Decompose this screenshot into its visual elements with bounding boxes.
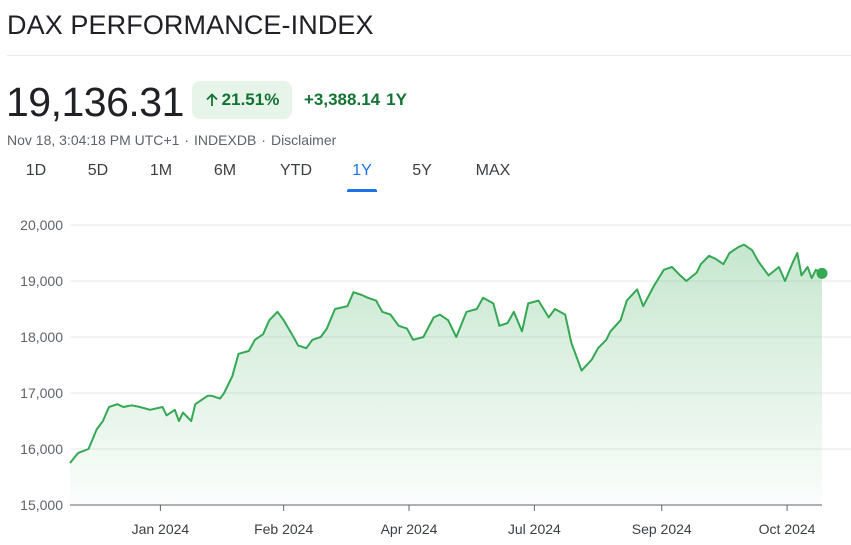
- x-tick-label: Feb 2024: [254, 521, 313, 537]
- change-summary: +3,388.14 1Y: [304, 90, 407, 110]
- x-axis: Jan 2024 Feb 2024 Apr 2024 Jul 2024 Sep 2024…: [70, 504, 822, 537]
- y-tick-label: 19,000: [20, 273, 63, 289]
- y-tick-label: 15,000: [20, 497, 63, 513]
- range-tabs: 1D 5D 1M 6M YTD 1Y 5Y MAX: [0, 162, 600, 192]
- quote-meta: Nov 18, 3:04:18 PM UTC+1 · INDEXDB · Disclai…: [7, 132, 336, 148]
- tab-1d[interactable]: 1D: [25, 162, 47, 179]
- meta-separator: ·: [261, 132, 266, 148]
- tab-6m[interactable]: 6M: [213, 162, 237, 179]
- tab-1y[interactable]: 1Y: [347, 162, 377, 192]
- tab-5d[interactable]: 5D: [87, 162, 109, 179]
- change-period: 1Y: [386, 90, 407, 109]
- change-percent-badge: 21.51%: [192, 81, 292, 119]
- y-tick-label: 16,000: [20, 441, 63, 457]
- y-tick-label: 18,000: [20, 329, 63, 345]
- y-axis: 15,000 16,000 17,000 18,000 19,000 20,000: [20, 217, 63, 513]
- price-area: [70, 244, 822, 505]
- quote-source: INDEXDB: [194, 132, 257, 148]
- change-value: +3,388.14: [304, 90, 381, 109]
- quote-timestamp: Nov 18, 3:04:18 PM UTC+1: [7, 132, 180, 148]
- meta-separator: ·: [184, 132, 190, 148]
- x-tick-label: Sep 2024: [632, 521, 692, 537]
- disclaimer-link[interactable]: Disclaimer: [270, 132, 337, 148]
- tab-ytd[interactable]: YTD: [280, 162, 312, 179]
- tab-1m[interactable]: 1M: [149, 162, 173, 179]
- index-title: DAX PERFORMANCE-INDEX: [7, 10, 374, 40]
- x-tick-label: Apr 2024: [381, 521, 438, 537]
- price-chart[interactable]: 15,000 16,000 17,000 18,000 19,000 20,000 Jan…: [0, 205, 851, 545]
- arrow-up-icon: [205, 93, 219, 107]
- x-tick-label: Jan 2024: [132, 521, 190, 537]
- change-percent: 21.51%: [221, 90, 280, 109]
- x-tick-label: Oct 2024: [759, 521, 816, 537]
- y-tick-label: 17,000: [20, 385, 63, 401]
- last-price-marker[interactable]: [816, 267, 828, 279]
- price-series: [69, 243, 823, 464]
- tab-max[interactable]: MAX: [475, 162, 511, 179]
- header-divider: [7, 55, 851, 56]
- y-tick-label: 20,000: [20, 217, 63, 233]
- tab-5y[interactable]: 5Y: [412, 162, 432, 179]
- current-price: 19,136.31: [6, 79, 184, 125]
- price-line: [69, 243, 823, 464]
- x-tick-label: Jul 2024: [508, 521, 561, 537]
